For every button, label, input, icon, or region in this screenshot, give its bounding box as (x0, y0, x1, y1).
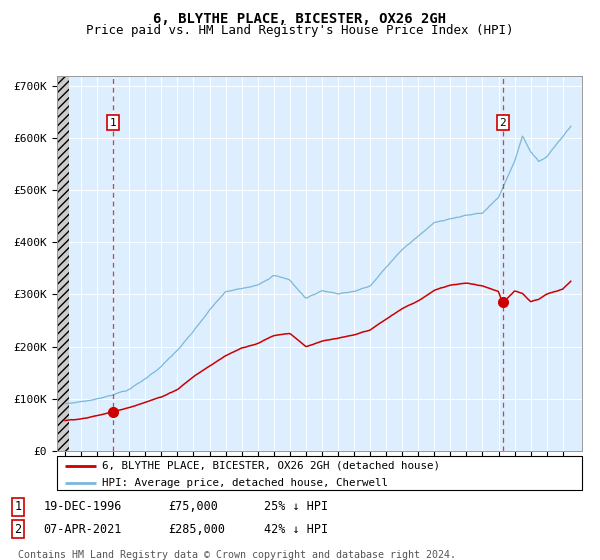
Text: HPI: Average price, detached house, Cherwell: HPI: Average price, detached house, Cher… (101, 478, 388, 488)
Text: 2: 2 (14, 522, 22, 535)
Text: 2: 2 (499, 118, 506, 128)
Text: £285,000: £285,000 (168, 522, 225, 535)
Text: Contains HM Land Registry data © Crown copyright and database right 2024.
This d: Contains HM Land Registry data © Crown c… (18, 550, 456, 560)
Text: 1: 1 (14, 501, 22, 514)
Text: 19-DEC-1996: 19-DEC-1996 (43, 501, 122, 514)
Text: Price paid vs. HM Land Registry's House Price Index (HPI): Price paid vs. HM Land Registry's House … (86, 24, 514, 36)
Text: 07-APR-2021: 07-APR-2021 (43, 522, 122, 535)
FancyBboxPatch shape (57, 456, 582, 490)
Text: 1: 1 (109, 118, 116, 128)
Text: £75,000: £75,000 (168, 501, 218, 514)
Bar (57, 76, 69, 451)
Text: 6, BLYTHE PLACE, BICESTER, OX26 2GH (detached house): 6, BLYTHE PLACE, BICESTER, OX26 2GH (det… (101, 461, 440, 471)
Text: 25% ↓ HPI: 25% ↓ HPI (264, 501, 328, 514)
Text: 42% ↓ HPI: 42% ↓ HPI (264, 522, 328, 535)
Text: 6, BLYTHE PLACE, BICESTER, OX26 2GH: 6, BLYTHE PLACE, BICESTER, OX26 2GH (154, 12, 446, 26)
